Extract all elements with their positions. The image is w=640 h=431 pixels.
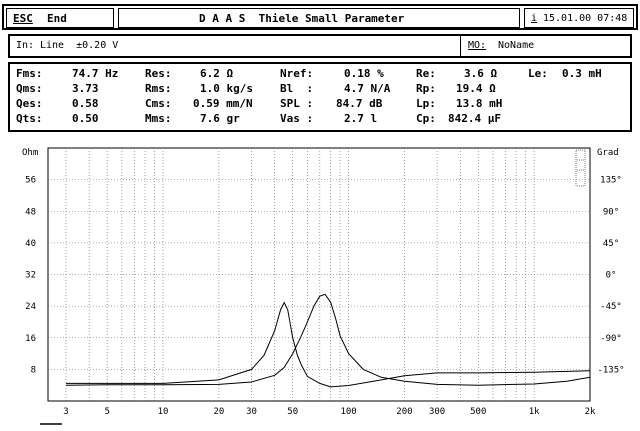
input-value: Line ±0.20 V [40, 40, 119, 51]
le-value: 0.3 mH [562, 67, 602, 80]
re-value: 3.6 Ω [464, 67, 498, 80]
rp-label: Rp: [416, 82, 436, 95]
fms-label: Fms: [16, 67, 43, 80]
x-tick-label: 100 [340, 407, 356, 417]
left-tick-label: 16 [25, 334, 36, 344]
end-label: End [47, 12, 67, 25]
res-label: Res: [145, 67, 172, 80]
x-tick-label: 50 [287, 407, 298, 417]
qts-label: Qts: [16, 112, 43, 125]
mms-label: Mms: [145, 112, 172, 125]
rp-value: 19.4 Ω [456, 82, 496, 95]
datetime: 15.01.00 07:48 [543, 13, 628, 24]
mo-label: MO: [468, 40, 487, 51]
x-tick-label: 3 [63, 407, 68, 417]
res-value: 6.2 Ω [200, 67, 234, 80]
right-tick-label: -45° [600, 302, 622, 312]
re-label: Re: [416, 67, 436, 80]
x-tick-label: 200 [396, 407, 412, 417]
nref-value: 0.18 % [344, 67, 384, 80]
left-tick-label: 32 [25, 271, 36, 281]
title-box: D A A S Thiele Small Parameter [118, 8, 520, 28]
lp-label: Lp: [416, 97, 436, 110]
info-key: i [531, 13, 538, 24]
esc-key: ESC [13, 12, 33, 25]
nref-label: Nref: [280, 67, 314, 80]
cms-label: Cms: [145, 97, 172, 110]
cp-value: 842.4 µF [448, 112, 501, 125]
model-name[interactable]: NoName [498, 40, 535, 51]
parameter-panel [8, 62, 632, 132]
qms-label: Qms: [16, 82, 43, 95]
rms-value: 1.0 kg/s [200, 82, 253, 95]
vas-value: 2.7 l [344, 112, 378, 125]
right-tick-label: 135° [600, 176, 622, 186]
qms-value: 3.73 [72, 82, 99, 95]
le-label: Le: [528, 67, 548, 80]
qts-value: 0.50 [72, 112, 99, 125]
esc-end-button[interactable]: ESC End [6, 8, 114, 28]
x-tick-label: 5 [104, 407, 109, 417]
x-tick-label: 2k [585, 407, 596, 417]
x-tick-label: 10 [158, 407, 169, 417]
lp-value: 13.8 mH [456, 97, 503, 110]
bl-label: Bl : [280, 82, 314, 95]
x-tick-label: 300 [429, 407, 445, 417]
right-tick-label: 90° [603, 207, 619, 217]
left-tick-label: 8 [31, 365, 36, 375]
x-tick-label: 30 [246, 407, 257, 417]
input-label: In: [16, 40, 35, 51]
page-title: D A A S Thiele Small Parameter [199, 12, 405, 25]
left-axis-unit: Ohm [22, 148, 38, 158]
impedance-curve [65, 293, 591, 386]
spl-value: 84.7 dB [336, 97, 383, 110]
left-tick-label: 24 [25, 302, 36, 312]
left-tick-label: 48 [25, 207, 36, 217]
x-tick-label: 20 [213, 407, 224, 417]
right-tick-label: -90° [600, 334, 622, 344]
bl-value: 4.7 N/A [344, 82, 391, 95]
right-tick-label: 0° [606, 271, 617, 281]
right-axis-unit: Grad [597, 148, 619, 158]
x-tick-label: 1k [529, 407, 540, 417]
vas-label: Vas : [280, 112, 314, 125]
left-tick-label: 56 [25, 176, 36, 186]
fms-value: 74.7 Hz [72, 67, 119, 80]
spl-label: SPL : [280, 97, 314, 110]
phase-curve [66, 301, 591, 388]
info-bar [8, 34, 632, 58]
datetime-box[interactable]: i 15.01.00 07:48 [524, 8, 634, 28]
cp-label: Cp: [416, 112, 436, 125]
x-tick-label: 500 [470, 407, 486, 417]
left-tick-label: 40 [25, 239, 36, 249]
right-tick-label: 45° [603, 239, 619, 249]
qes-label: Qes: [16, 97, 43, 110]
scroll-indicator-icon[interactable] [575, 149, 586, 187]
right-tick-label: -135° [597, 365, 624, 375]
rms-label: Rms: [145, 82, 172, 95]
mo-divider [460, 36, 461, 56]
cms-value: 0.59 mm/N [193, 97, 253, 110]
mms-value: 7.6 gr [200, 112, 240, 125]
qes-value: 0.58 [72, 97, 99, 110]
